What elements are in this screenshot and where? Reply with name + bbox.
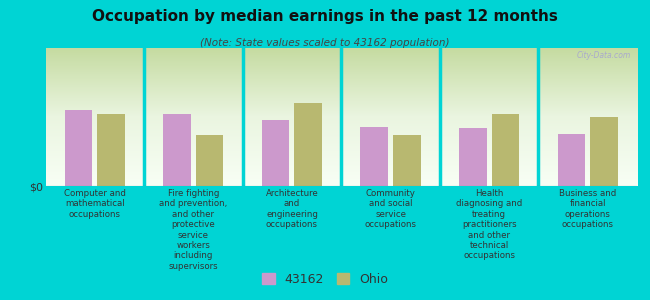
Bar xyxy=(459,128,487,186)
Bar xyxy=(590,117,618,186)
Bar xyxy=(491,114,519,186)
Text: Business and
financial
operations
occupations: Business and financial operations occupa… xyxy=(559,189,616,229)
Legend: 43162, Ohio: 43162, Ohio xyxy=(257,268,393,291)
Bar xyxy=(65,110,92,186)
Bar xyxy=(558,134,585,186)
Bar xyxy=(262,120,289,186)
Bar xyxy=(98,114,125,186)
Bar xyxy=(361,127,388,186)
Text: Fire fighting
and prevention,
and other
protective
service
workers
including
sup: Fire fighting and prevention, and other … xyxy=(159,189,228,271)
Text: (Note: State values scaled to 43162 population): (Note: State values scaled to 43162 popu… xyxy=(200,38,450,47)
Text: Occupation by median earnings in the past 12 months: Occupation by median earnings in the pas… xyxy=(92,9,558,24)
Bar xyxy=(294,103,322,186)
Text: Computer and
mathematical
occupations: Computer and mathematical occupations xyxy=(64,189,125,219)
Bar xyxy=(163,114,191,186)
Text: Community
and social
service
occupations: Community and social service occupations xyxy=(365,189,417,229)
Bar xyxy=(196,135,224,186)
Text: City-Data.com: City-Data.com xyxy=(577,51,631,60)
Text: Architecture
and
engineering
occupations: Architecture and engineering occupations xyxy=(266,189,318,229)
Bar xyxy=(393,135,421,186)
Text: Health
diagnosing and
treating
practitioners
and other
technical
occupations: Health diagnosing and treating practitio… xyxy=(456,189,522,260)
